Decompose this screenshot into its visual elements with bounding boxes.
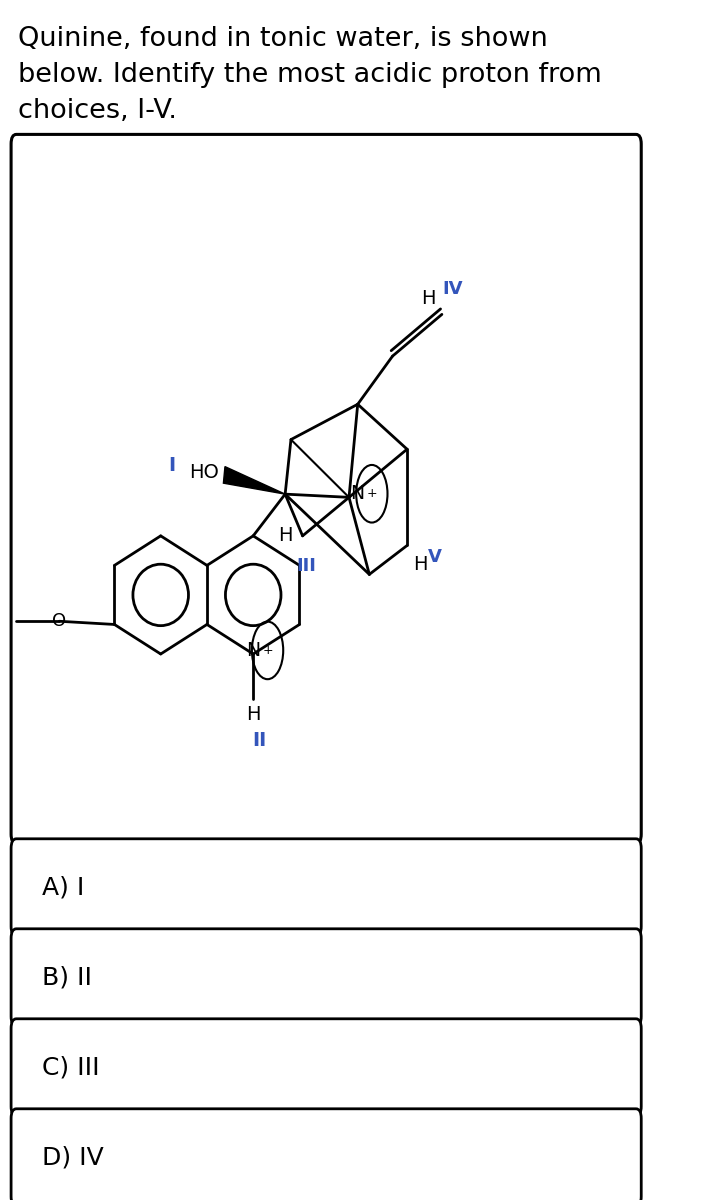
- Text: B) II: B) II: [42, 965, 92, 989]
- Text: A) I: A) I: [42, 876, 85, 900]
- Text: D) IV: D) IV: [42, 1145, 104, 1169]
- Text: HO: HO: [189, 463, 219, 482]
- Text: H: H: [421, 289, 436, 308]
- Text: C) III: C) III: [42, 1056, 100, 1080]
- Text: I: I: [168, 456, 176, 475]
- Text: III: III: [296, 558, 316, 576]
- Text: +: +: [262, 644, 273, 656]
- Text: N: N: [350, 485, 364, 503]
- Text: +: +: [367, 487, 377, 500]
- Text: N: N: [246, 641, 260, 660]
- Text: H: H: [414, 556, 428, 574]
- Text: H: H: [278, 527, 293, 545]
- FancyBboxPatch shape: [11, 134, 642, 844]
- FancyBboxPatch shape: [11, 1109, 642, 1200]
- Text: IV: IV: [442, 280, 462, 298]
- Text: O: O: [52, 612, 66, 630]
- FancyBboxPatch shape: [11, 929, 642, 1026]
- Text: V: V: [428, 548, 442, 566]
- FancyBboxPatch shape: [11, 839, 642, 936]
- Text: II: II: [252, 731, 267, 750]
- Polygon shape: [223, 467, 285, 494]
- Text: Quinine, found in tonic water, is shown
below. Identify the most acidic proton f: Quinine, found in tonic water, is shown …: [18, 26, 602, 125]
- FancyBboxPatch shape: [11, 1019, 642, 1116]
- Text: H: H: [246, 704, 260, 724]
